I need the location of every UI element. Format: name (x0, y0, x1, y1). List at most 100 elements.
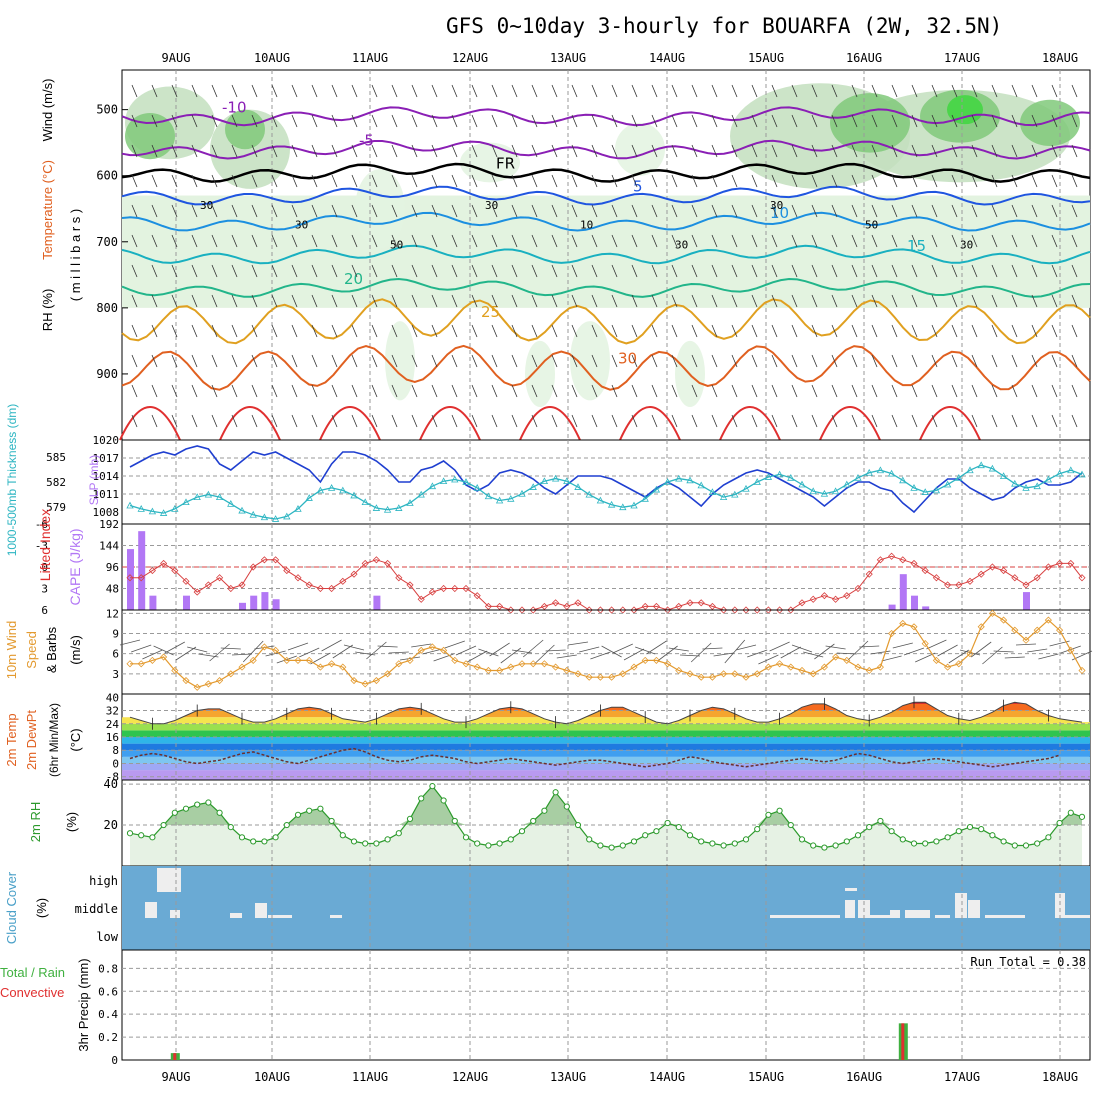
cloud-block (890, 910, 900, 918)
wind10m-barb (993, 650, 1014, 653)
temp-contour-35 (419, 406, 481, 441)
wind10m-barb (556, 654, 577, 659)
y-tick-label: 900 (96, 367, 118, 381)
temp-band (122, 717, 1090, 724)
wind-barb (131, 84, 138, 98)
wind-barb (831, 204, 838, 218)
wind10m-point (1067, 646, 1075, 654)
wind-barb (451, 204, 458, 218)
wind-barb (851, 354, 858, 368)
cape-bar (250, 595, 258, 610)
wind-barb (371, 294, 378, 308)
wind-barb (951, 84, 958, 98)
wind-barb (571, 234, 578, 248)
wind10m-barb (276, 655, 297, 664)
wind10m-point (204, 680, 212, 688)
wind-barb (271, 264, 278, 278)
wind-barb (631, 414, 638, 428)
wind-barb (911, 294, 918, 308)
slp-tick-label: 1017 (93, 452, 120, 465)
wind10m-barb (187, 646, 208, 653)
wind-barb (731, 204, 738, 218)
li-point (417, 595, 425, 603)
wind10m-barb (859, 645, 880, 648)
wind-barb (491, 234, 498, 248)
rh2m-point (933, 838, 940, 845)
wind10m-barb (467, 650, 488, 663)
wind10m-barb (870, 650, 891, 655)
li-point (316, 584, 324, 593)
wind-barb (571, 264, 578, 278)
wind-barb (311, 294, 318, 308)
wind-barb (331, 204, 338, 218)
wind-barb (911, 84, 918, 98)
thickness-point (887, 469, 896, 477)
cloud-block (935, 915, 950, 918)
wind-barb (151, 174, 158, 188)
wind10m-barb (500, 647, 522, 664)
li-point (876, 556, 884, 564)
wind-barb (831, 234, 838, 248)
wind10m-point (932, 656, 940, 664)
wind-barb (511, 234, 518, 248)
wind-barb (831, 324, 838, 338)
wind-barb (911, 354, 918, 368)
wind-barb (571, 384, 578, 398)
wind-barb (1071, 234, 1078, 248)
thickness-point (1022, 484, 1030, 491)
wind10m-barb (825, 645, 846, 650)
wind-barb (191, 204, 198, 218)
wind-barb (551, 384, 558, 398)
wind-barb (151, 414, 158, 428)
wind-barb (631, 384, 638, 398)
wind-barb (871, 234, 878, 248)
wind-barb (771, 84, 778, 98)
wind10m-barb (366, 641, 387, 660)
wind-barb (771, 264, 778, 278)
li-point (272, 556, 280, 564)
wind-barb (311, 324, 318, 338)
wind-barb (391, 414, 398, 428)
wind-barb (911, 144, 918, 158)
thickness-point (753, 478, 761, 485)
li-point (798, 599, 806, 607)
wind-barb (611, 204, 618, 218)
wind-barb (711, 294, 718, 308)
li-tick-label: 0 (41, 561, 48, 574)
wind-barb (511, 84, 518, 98)
rh2m-point (832, 842, 839, 849)
rh2m-tick-label: 20 (104, 818, 118, 832)
wind10m-barb (1027, 648, 1048, 653)
wind10m-barb (970, 641, 992, 658)
wind-barb (291, 294, 298, 308)
wind-barb (871, 294, 878, 308)
cape-bar (922, 606, 930, 610)
top-date-label: 9AUG (162, 51, 191, 65)
wind-barb (731, 234, 738, 248)
wind-barb (551, 174, 558, 188)
li-point (305, 581, 313, 589)
wind-barb (211, 114, 218, 128)
wind10m-barb (948, 649, 970, 664)
li-point (809, 595, 817, 603)
rh2m-point (530, 817, 537, 825)
rh-area (525, 340, 555, 407)
wind-barb (671, 204, 678, 218)
wind-barb (691, 354, 698, 368)
wind10m-barb (175, 646, 197, 661)
wind-barb (471, 294, 478, 308)
wind10m-point (1033, 626, 1041, 634)
wind-barb (271, 204, 278, 218)
thickness-point (484, 492, 493, 500)
wind-barb (811, 174, 818, 188)
wind10m-point (753, 670, 761, 678)
wind-barb (591, 174, 598, 188)
wind10m-point (384, 670, 392, 678)
wind-barb (491, 324, 498, 338)
rh-area (355, 169, 405, 249)
wind10m-point (328, 660, 336, 668)
thickness-point (596, 496, 605, 504)
wind-barb (911, 264, 918, 278)
wind-barb (671, 264, 678, 278)
li-point (350, 570, 358, 578)
